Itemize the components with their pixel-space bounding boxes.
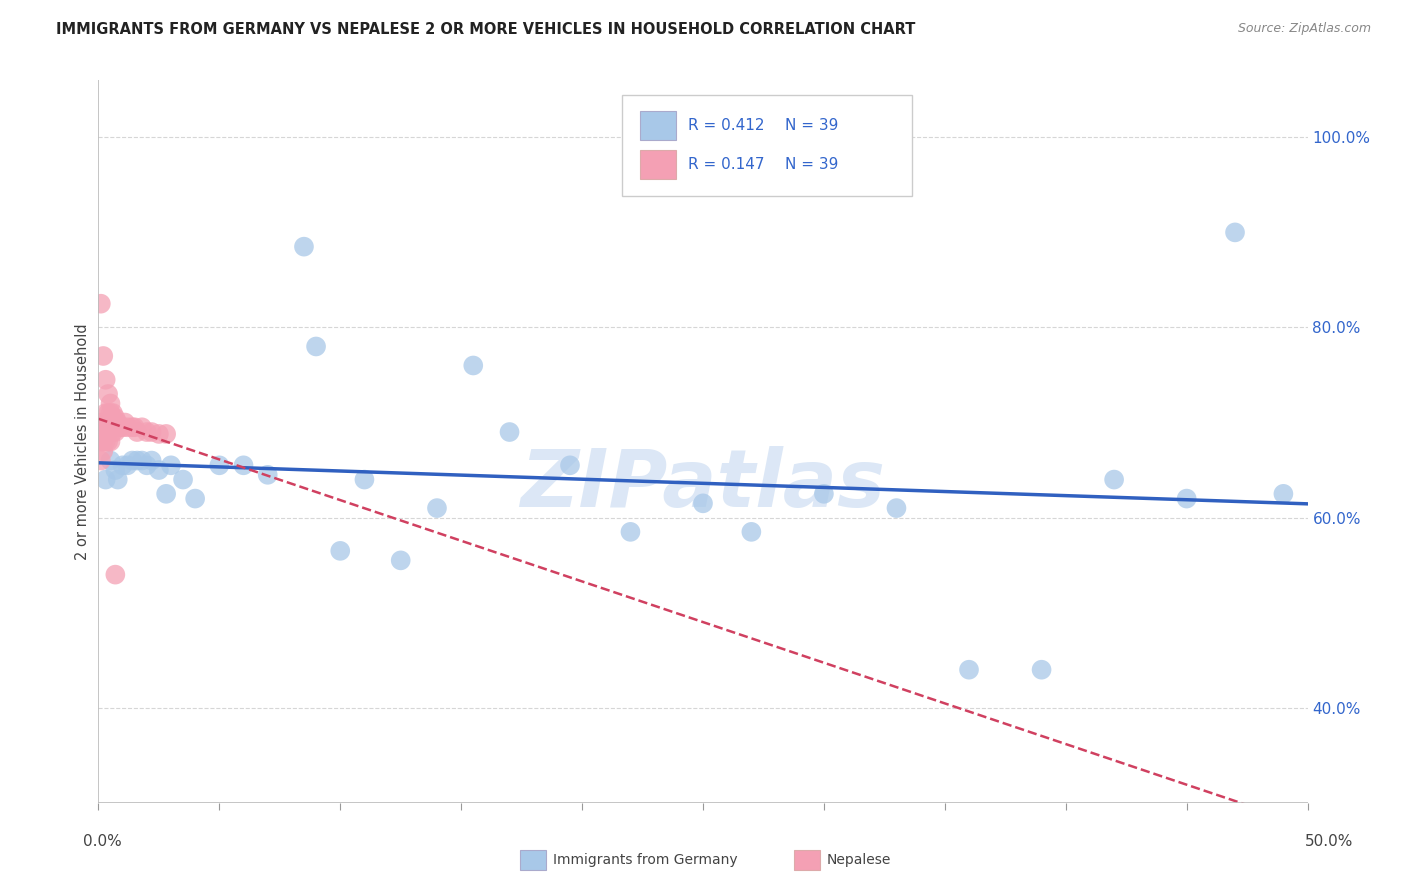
Point [148, 426, 170, 441]
Text: 0.0%: 0.0% [83, 834, 122, 849]
Point [135, 458, 157, 473]
Point [100, 406, 122, 420]
Point [94, 373, 117, 387]
Point [155, 487, 177, 501]
Point [148, 463, 170, 477]
Point [91, 349, 114, 363]
Point [208, 458, 231, 473]
Point [101, 406, 124, 420]
Point [184, 491, 207, 506]
Text: R = 0.412: R = 0.412 [689, 119, 765, 133]
Point [131, 420, 153, 434]
Point [292, 240, 315, 254]
Point [172, 473, 194, 487]
Point [111, 458, 134, 473]
Y-axis label: 2 or more Vehicles in Household: 2 or more Vehicles in Household [75, 323, 90, 560]
Text: R = 0.147: R = 0.147 [689, 157, 765, 172]
Point [619, 524, 641, 539]
Point [886, 501, 908, 516]
Point [740, 524, 762, 539]
FancyBboxPatch shape [621, 95, 912, 196]
Point [104, 410, 127, 425]
Point [100, 396, 122, 410]
Point [558, 458, 581, 473]
Point [127, 425, 149, 439]
Point [94, 434, 117, 449]
Point [91, 416, 114, 430]
Point [160, 458, 183, 473]
Point [389, 553, 412, 567]
Point [155, 426, 177, 441]
Bar [640, 151, 676, 179]
Point [94, 473, 117, 487]
Point [692, 496, 714, 510]
Point [426, 501, 449, 516]
Point [121, 453, 143, 467]
Point [101, 425, 124, 439]
Point [97, 387, 120, 401]
Point [94, 406, 117, 420]
Point [100, 420, 122, 434]
Point [104, 567, 127, 582]
Point [329, 544, 352, 558]
Point [90, 296, 112, 310]
Point [107, 473, 129, 487]
Text: N = 39: N = 39 [785, 119, 838, 133]
Point [108, 420, 131, 434]
Point [90, 453, 112, 467]
Point [97, 420, 120, 434]
Point [256, 467, 278, 482]
Point [104, 463, 127, 477]
Point [100, 434, 122, 449]
Point [232, 458, 254, 473]
Text: IMMIGRANTS FROM GERMANY VS NEPALESE 2 OR MORE VEHICLES IN HOUSEHOLD CORRELATION : IMMIGRANTS FROM GERMANY VS NEPALESE 2 OR… [56, 22, 915, 37]
Point [1175, 491, 1198, 506]
Point [305, 339, 328, 353]
Point [498, 425, 520, 439]
Point [141, 453, 163, 467]
Point [97, 434, 120, 449]
Text: Nepalese: Nepalese [827, 853, 891, 867]
Point [813, 487, 835, 501]
Point [97, 406, 120, 420]
Point [1272, 487, 1295, 501]
Point [131, 453, 153, 467]
Text: N = 39: N = 39 [785, 157, 838, 172]
Point [104, 425, 127, 439]
Point [107, 416, 129, 430]
Point [91, 444, 114, 458]
Bar [640, 112, 676, 140]
Point [90, 416, 112, 430]
Point [141, 425, 163, 439]
Point [127, 453, 149, 467]
Point [353, 473, 375, 487]
Point [121, 420, 143, 434]
Text: 50.0%: 50.0% [1305, 834, 1353, 849]
Point [111, 420, 134, 434]
Point [463, 359, 485, 373]
Text: ZIPatlas: ZIPatlas [520, 446, 886, 524]
Point [114, 416, 136, 430]
Point [94, 420, 117, 434]
Point [124, 420, 146, 434]
Text: Source: ZipAtlas.com: Source: ZipAtlas.com [1237, 22, 1371, 36]
Point [100, 453, 122, 467]
Point [117, 420, 139, 434]
Point [91, 434, 114, 449]
Point [1223, 226, 1246, 240]
Point [1031, 663, 1053, 677]
Point [1102, 473, 1125, 487]
Text: Immigrants from Germany: Immigrants from Germany [553, 853, 737, 867]
Point [90, 434, 112, 449]
Point [101, 410, 124, 425]
Point [957, 663, 980, 677]
Point [117, 458, 139, 473]
Point [135, 425, 157, 439]
